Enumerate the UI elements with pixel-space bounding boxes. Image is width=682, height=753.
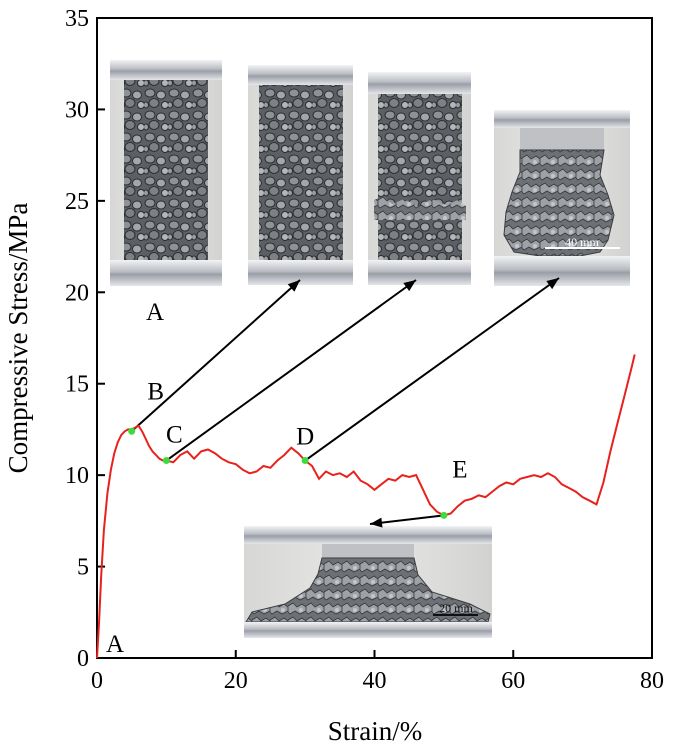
arrow-head-b	[287, 280, 300, 292]
point-marker-c	[162, 457, 170, 465]
y-tick-label-5: 25	[65, 189, 89, 215]
specimen-photo-e: 20 mm	[244, 526, 492, 638]
point-marker-d	[301, 457, 309, 465]
specimen-photos: 40 mm 20 mm	[110, 60, 630, 638]
arrow-e	[369, 514, 444, 525]
specimen-photo-b	[248, 65, 353, 285]
arrows	[131, 277, 560, 528]
arrow-c	[165, 279, 417, 462]
point-markers: A BC D E	[106, 378, 468, 658]
x-tick-label-2: 40	[363, 668, 387, 694]
x-axis-title: Strain/%	[328, 716, 423, 746]
point-label-d: D	[296, 424, 314, 451]
arrow-head-c	[403, 280, 416, 292]
x-tick-label-1: 20	[224, 668, 248, 694]
arrow-b	[131, 279, 301, 433]
x-axis: 0 20 40 60 80	[91, 650, 664, 694]
y-tick-label-7: 35	[65, 6, 89, 32]
point-marker-e	[440, 511, 448, 519]
point-label-c: C	[166, 422, 183, 449]
y-axis-title: Compressive Stress/MPa	[3, 203, 33, 474]
y-tick-label-1: 5	[77, 555, 89, 581]
arrow-d	[304, 277, 560, 462]
specimen-photo-a	[110, 60, 222, 286]
y-tick-label-3: 15	[65, 372, 89, 398]
point-label-e: E	[452, 456, 467, 483]
x-tick-label-4: 80	[640, 668, 664, 694]
y-tick-label-6: 30	[65, 97, 89, 123]
y-tick-label-2: 10	[65, 463, 89, 489]
series-line	[96, 354, 636, 659]
x-tick-label-3: 60	[501, 668, 525, 694]
arrow-head-e	[370, 517, 383, 528]
y-tick-label-0: 0	[77, 646, 89, 672]
x-tick-label-0: 0	[91, 668, 103, 694]
scale-bar-label-2: 20 mm	[439, 601, 473, 615]
point-label-a: A	[106, 631, 124, 658]
y-tick-label-4: 20	[65, 280, 89, 306]
arrow-head-d	[546, 278, 559, 290]
scale-bar-label-1: 40 mm	[565, 235, 599, 249]
photo-label-a: A	[146, 299, 164, 326]
point-marker-b	[128, 427, 136, 435]
specimen-photo-d: 40 mm	[494, 110, 630, 286]
specimen-photo-c	[368, 72, 471, 285]
point-label-b: B	[147, 378, 164, 405]
y-axis: 0 5 10 15 20 25 30 35	[65, 6, 105, 672]
